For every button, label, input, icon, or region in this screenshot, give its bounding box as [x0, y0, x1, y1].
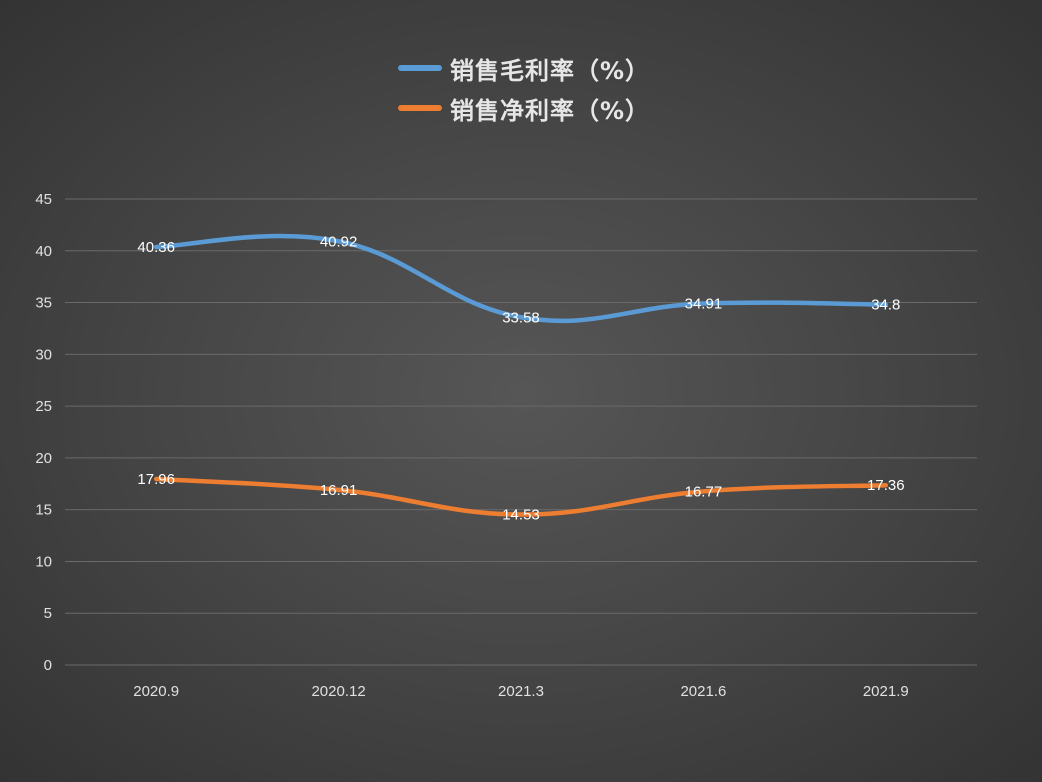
- data-label: 34.91: [685, 295, 723, 312]
- legend-swatch-net-margin: [398, 105, 442, 111]
- x-tick-label: 2021.9: [863, 683, 909, 700]
- data-labels: 40.36 40.92 33.58 34.91 34.8 17.96 16.91 14.53 1…: [137, 233, 904, 523]
- gridlines: [65, 198, 977, 666]
- legend-item-gross-margin: 销售毛利率（%）: [398, 48, 650, 88]
- x-tick-label: 2020.12: [311, 683, 365, 700]
- data-label: 40.36: [137, 239, 175, 256]
- y-tick-label: 40: [35, 243, 52, 260]
- x-tick-label: 2020.9: [133, 683, 179, 700]
- y-tick-label: 30: [35, 346, 52, 363]
- x-tick-label: 2021.6: [680, 683, 726, 700]
- data-label: 17.96: [137, 471, 175, 488]
- y-axis: 0 5 10 15 20 25 30 35 40 45: [35, 191, 52, 674]
- data-label: 33.58: [502, 309, 540, 326]
- legend-label-net-margin: 销售净利率（%）: [450, 96, 651, 125]
- data-label: 16.77: [685, 483, 723, 500]
- y-tick-label: 20: [35, 450, 52, 467]
- series-lines: [153, 233, 889, 517]
- y-tick-label: 5: [44, 605, 52, 622]
- data-label: 40.92: [320, 233, 358, 250]
- legend: 销售毛利率（%） 销售净利率（%）: [398, 48, 650, 128]
- series-line-0: [153, 233, 889, 324]
- y-tick-label: 15: [35, 502, 52, 519]
- y-tick-label: 10: [35, 553, 52, 570]
- legend-label-gross-margin: 销售毛利率（%）: [450, 56, 651, 85]
- data-label: 14.53: [502, 507, 540, 524]
- y-tick-label: 35: [35, 295, 52, 312]
- x-axis: 2020.9 2020.12 2021.3 2021.6 2021.9: [133, 683, 908, 700]
- legend-swatch-gross-margin: [398, 65, 442, 71]
- data-label: 17.36: [867, 477, 905, 494]
- y-tick-label: 0: [44, 657, 52, 674]
- data-label: 16.91: [320, 482, 358, 499]
- x-tick-label: 2021.3: [498, 683, 544, 700]
- y-tick-label: 45: [35, 191, 52, 208]
- data-label: 34.8: [871, 297, 900, 314]
- legend-item-net-margin: 销售净利率（%）: [398, 88, 650, 128]
- y-tick-label: 25: [35, 398, 52, 415]
- series-line-1: [153, 476, 889, 517]
